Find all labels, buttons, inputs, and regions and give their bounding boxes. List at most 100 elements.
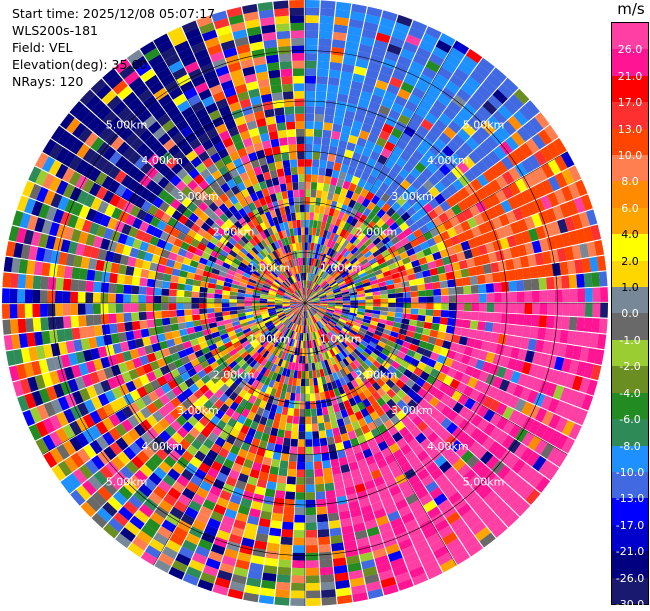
range-gate bbox=[109, 324, 118, 334]
range-gate bbox=[305, 333, 307, 341]
range-gate bbox=[176, 297, 184, 303]
range-gate bbox=[308, 356, 311, 364]
range-gate bbox=[462, 277, 471, 286]
range-gate bbox=[260, 301, 268, 303]
range-gate bbox=[63, 316, 72, 328]
range-gate bbox=[402, 286, 410, 292]
range-gate bbox=[305, 371, 309, 379]
range-gate bbox=[468, 267, 477, 277]
range-gate bbox=[268, 70, 280, 79]
range-gate bbox=[267, 301, 275, 303]
colorbar-tick-label: -21.0 bbox=[612, 545, 648, 558]
range-gate bbox=[477, 275, 486, 285]
range-gate bbox=[424, 276, 433, 283]
range-gate bbox=[133, 330, 142, 340]
range-gate bbox=[316, 84, 327, 92]
range-gate bbox=[402, 313, 410, 319]
range-gate bbox=[508, 281, 516, 292]
range-gate bbox=[308, 363, 312, 371]
range-gate bbox=[178, 322, 187, 329]
range-gate bbox=[283, 160, 291, 168]
range-gate bbox=[350, 300, 358, 303]
range-gate bbox=[321, 445, 329, 453]
range-gate bbox=[290, 23, 304, 31]
range-gate bbox=[161, 289, 169, 296]
range-gate bbox=[403, 308, 411, 314]
range-gate bbox=[313, 152, 321, 160]
range-gate bbox=[290, 15, 304, 23]
range-gate bbox=[282, 522, 293, 530]
range-gate bbox=[292, 174, 299, 182]
range-gate bbox=[395, 313, 403, 319]
range-gate bbox=[305, 364, 308, 372]
range-gate bbox=[395, 293, 403, 298]
range-gate bbox=[301, 386, 305, 394]
range-gate bbox=[306, 485, 315, 493]
range-gate bbox=[268, 474, 278, 483]
range-gate bbox=[448, 311, 456, 319]
range-gate bbox=[321, 145, 330, 154]
range-gate bbox=[72, 267, 81, 279]
range-gate bbox=[285, 175, 292, 183]
range-gate bbox=[409, 279, 418, 286]
elevation-label: Elevation(deg): 35.00 bbox=[12, 56, 215, 73]
range-gate bbox=[388, 294, 396, 299]
range-gate bbox=[479, 303, 487, 312]
range-gate bbox=[306, 583, 320, 591]
range-gate bbox=[485, 322, 494, 332]
range-gate bbox=[331, 131, 341, 140]
range-gate bbox=[314, 469, 323, 477]
range-gate bbox=[87, 269, 96, 280]
range-gate bbox=[555, 290, 563, 303]
range-gate bbox=[300, 394, 305, 402]
range-gate bbox=[101, 304, 109, 314]
range-gate bbox=[395, 288, 403, 294]
range-gate bbox=[293, 538, 305, 546]
range-gate bbox=[294, 197, 300, 205]
range-gate bbox=[305, 144, 313, 152]
range-gate bbox=[281, 453, 290, 462]
range-gate bbox=[456, 311, 464, 319]
range-gate bbox=[315, 114, 325, 122]
range-gate bbox=[287, 476, 296, 484]
range-gate bbox=[40, 317, 49, 330]
range-gate bbox=[222, 290, 230, 295]
range-gate bbox=[494, 293, 502, 303]
range-gate bbox=[116, 284, 124, 294]
range-gate bbox=[431, 275, 440, 283]
range-gate bbox=[320, 198, 326, 206]
range-gate bbox=[290, 8, 304, 16]
range-gate bbox=[116, 304, 124, 313]
range-gate bbox=[316, 91, 327, 99]
range-gate bbox=[117, 274, 126, 284]
range-gate bbox=[335, 303, 343, 305]
range-gate bbox=[531, 279, 540, 291]
range-gate bbox=[314, 461, 323, 469]
range-gate bbox=[229, 307, 237, 311]
range-gate bbox=[214, 299, 222, 303]
range-gate bbox=[585, 303, 593, 317]
range-gate bbox=[468, 329, 477, 339]
range-gate bbox=[401, 318, 409, 324]
range-gate bbox=[299, 182, 305, 190]
range-gate bbox=[207, 293, 215, 298]
range-gate bbox=[283, 399, 289, 407]
range-gate bbox=[317, 522, 329, 530]
range-gate bbox=[305, 242, 308, 250]
range-gate bbox=[306, 500, 316, 508]
range-gate bbox=[299, 197, 304, 205]
range-gate bbox=[311, 174, 318, 182]
range-gate bbox=[305, 182, 311, 190]
range-gate bbox=[417, 315, 425, 322]
range-gate bbox=[570, 303, 578, 316]
range-gate bbox=[199, 292, 207, 298]
range-gate bbox=[320, 16, 334, 25]
range-gate bbox=[70, 304, 78, 316]
range-gate bbox=[315, 99, 325, 107]
range-gate bbox=[380, 307, 388, 311]
range-gate bbox=[282, 445, 290, 454]
range-gate bbox=[314, 121, 323, 129]
range-gate bbox=[486, 283, 494, 293]
instrument-label: WLS200s-181 bbox=[12, 22, 215, 39]
range-gate bbox=[419, 297, 427, 303]
